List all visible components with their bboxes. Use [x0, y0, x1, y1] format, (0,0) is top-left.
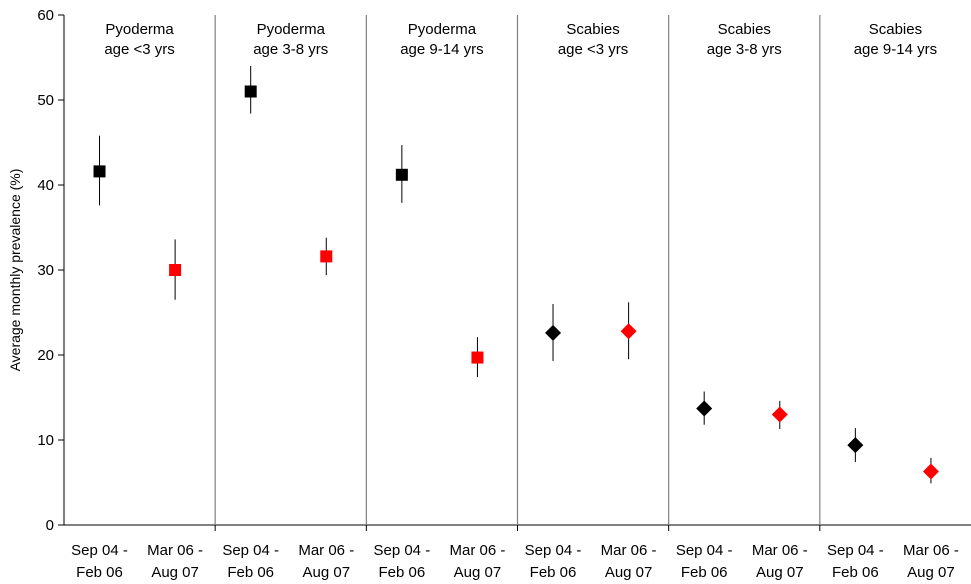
panel-title: Scabies [718, 21, 771, 38]
data-point-diamond [545, 324, 562, 341]
y-tick-label: 0 [46, 517, 54, 534]
panel-title: age 3-8 yrs [707, 41, 782, 58]
x-tick-label: Mar 06 - [752, 542, 808, 559]
x-tick-label: Sep 04 - [71, 542, 128, 559]
y-tick-label: 60 [37, 7, 54, 24]
x-tick-label: Aug 07 [151, 564, 199, 581]
y-tick-label: 40 [37, 177, 54, 194]
y-tick-label: 50 [37, 92, 54, 109]
x-tick-label: Mar 06 - [450, 542, 506, 559]
x-tick-label: Mar 06 - [601, 542, 657, 559]
x-tick-label: Aug 07 [454, 564, 502, 581]
axes: 0 10 20 30 40 50 60 Sep 04 - Feb 06 Mar 06 - Aug 0… [37, 7, 971, 581]
x-tick-label: Aug 07 [605, 564, 653, 581]
x-tick-label: Feb 06 [681, 564, 728, 581]
panel-title: Scabies [869, 21, 922, 38]
x-tick-label: Feb 06 [379, 564, 426, 581]
x-tick-label: Mar 06 - [903, 542, 959, 559]
x-tick-label: Aug 07 [303, 564, 351, 581]
x-tick-label: Sep 04 - [676, 542, 733, 559]
panel-title: age <3 yrs [558, 41, 628, 58]
panel-title: age 9-14 yrs [400, 41, 483, 58]
x-tick-label: Feb 06 [76, 564, 123, 581]
x-tick-label: Feb 06 [530, 564, 577, 581]
x-tick-label: Mar 06 - [147, 542, 203, 559]
data-point-square [395, 168, 408, 181]
panel-title: age 3-8 yrs [253, 41, 328, 58]
data-marks [93, 66, 939, 484]
x-tick-label: Feb 06 [832, 564, 879, 581]
data-point-square [169, 264, 182, 276]
y-tick-label: 20 [37, 347, 54, 364]
x-tick-label: Sep 04 - [222, 542, 279, 559]
panel-title: Pyoderma [105, 21, 174, 38]
panels: Pyoderma age <3 yrs Pyoderma age 3-8 yrs Pyo… [104, 15, 937, 525]
panel-title: Scabies [566, 21, 619, 38]
x-tick-label: Sep 04 - [525, 542, 582, 559]
panel-title: age <3 yrs [104, 41, 174, 58]
x-tick-label: Sep 04 - [827, 542, 884, 559]
x-tick-label: Aug 07 [756, 564, 804, 581]
x-tick-label: Mar 06 - [298, 542, 354, 559]
panel-title: Pyoderma [408, 21, 477, 38]
y-tick-label: 10 [37, 432, 54, 449]
panel-title: Pyoderma [257, 21, 326, 38]
data-point-square [93, 165, 106, 178]
x-tick-label: Sep 04 - [373, 542, 430, 559]
data-point-diamond [922, 463, 939, 480]
x-tick-label: Aug 07 [907, 564, 955, 581]
x-tick-label: Feb 06 [227, 564, 274, 581]
data-point-diamond [847, 437, 864, 454]
data-point-square [244, 85, 257, 98]
data-point-square [471, 351, 484, 364]
data-point-square [320, 250, 333, 263]
y-tick-label: 30 [37, 262, 54, 279]
panel-title: age 9-14 yrs [854, 41, 937, 58]
y-axis-title: Average monthly prevalence (%) [7, 169, 23, 372]
data-point-diamond [696, 400, 713, 417]
data-point-diamond [771, 406, 788, 423]
data-point-diamond [620, 323, 637, 340]
